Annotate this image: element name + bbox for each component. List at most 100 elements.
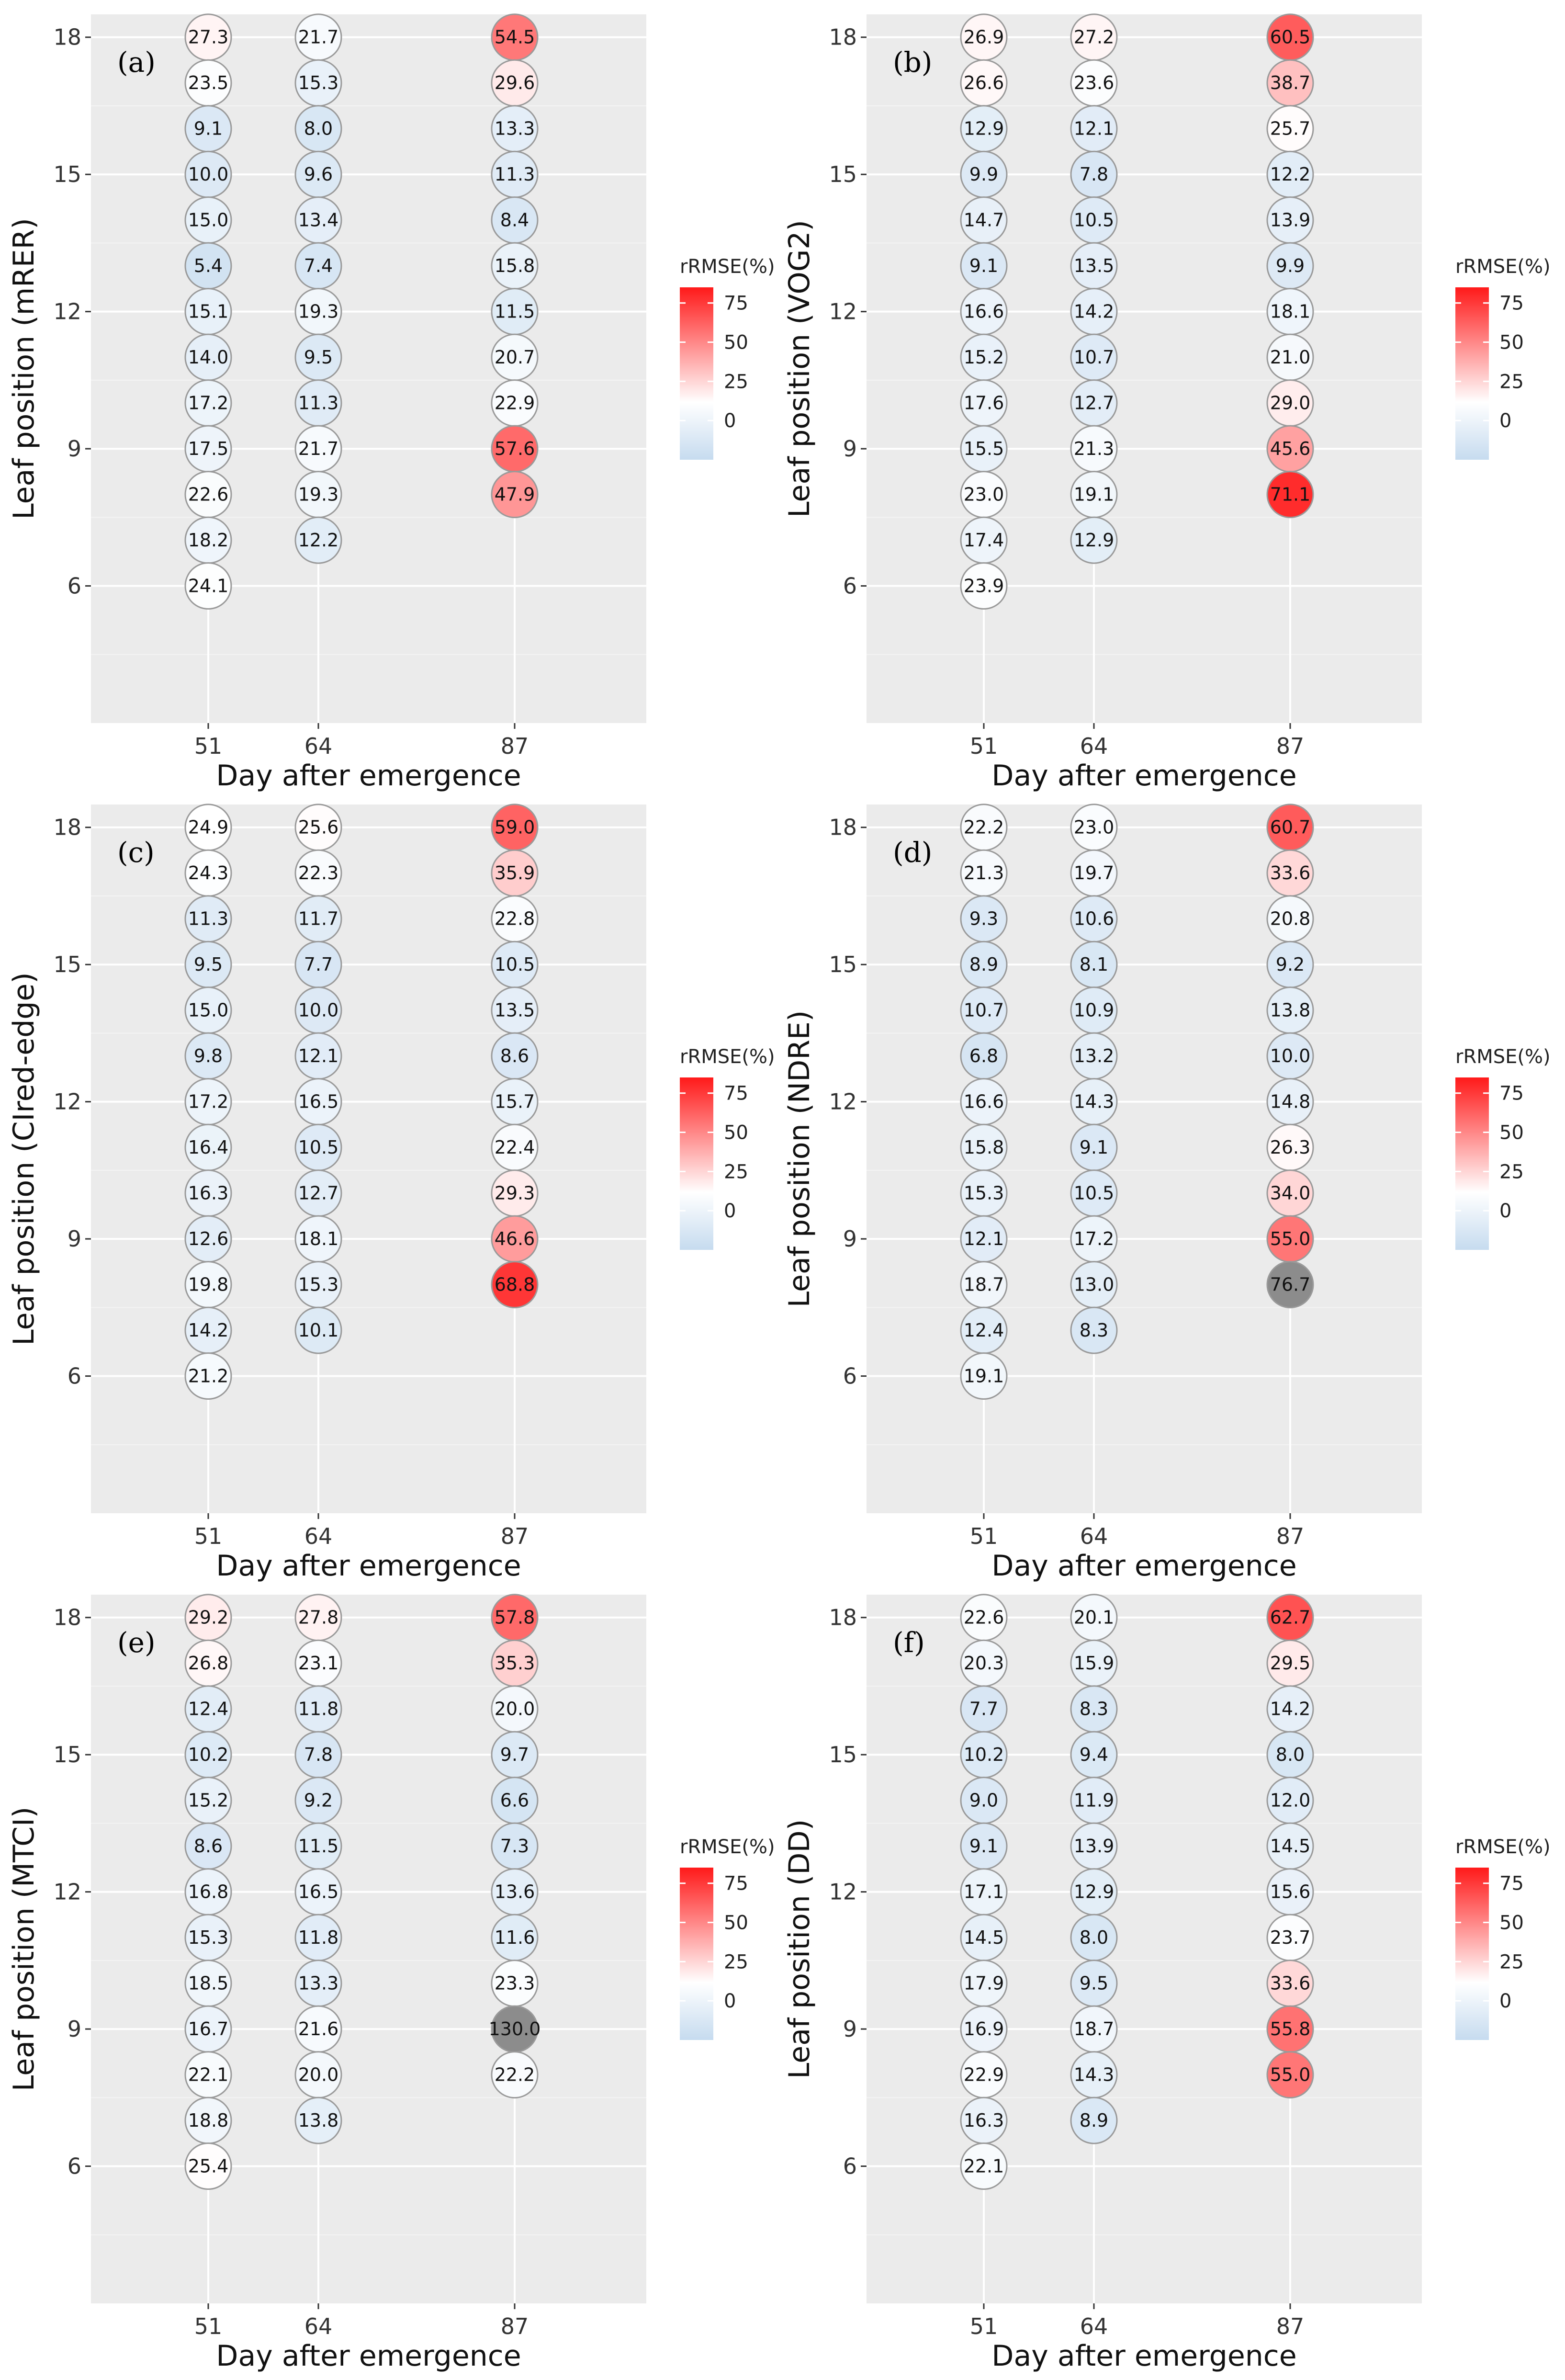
data-label: 12.2 [1270,164,1311,185]
legend-tick-label: 50 [1499,332,1524,354]
data-label: 9.1 [969,1836,998,1857]
data-label: 9.2 [304,1790,333,1811]
data-label: 22.8 [495,908,535,929]
data-bubble [491,2051,539,2099]
data-label: 19.3 [298,484,339,505]
data-label: 16.4 [188,1137,229,1158]
x-tick-label: 51 [194,1523,223,1549]
data-label: 9.6 [304,164,333,185]
legend-tick-label: 75 [724,1083,748,1105]
data-label: 12.1 [298,1045,339,1066]
data-label: 8.0 [1276,1744,1305,1765]
y-axis-title: Leaf position (NDRE) [783,1010,816,1307]
x-axis-title: Day after emergence [216,759,521,793]
x-tick-label: 64 [1080,1523,1108,1549]
data-label: 23.7 [1270,1927,1311,1948]
data-label: 14.2 [188,1320,229,1341]
legend-colorbar [680,1077,713,1250]
data-label: 8.3 [1080,1699,1108,1720]
data-label: 24.3 [188,862,229,884]
data-label: 11.9 [1074,1790,1115,1811]
data-label: 45.6 [1270,438,1311,459]
data-bubble [1266,471,1314,519]
panel-label: (b) [893,46,932,79]
data-label: 21.7 [298,438,339,459]
data-label: 16.3 [188,1183,229,1204]
data-label: 11.7 [298,908,339,929]
plot-area [867,805,1422,1513]
legend-title: rRMSE(%) [680,256,775,278]
data-label: 15.9 [1074,1653,1115,1674]
y-tick-label: 12 [829,299,857,325]
data-label: 59.0 [495,817,535,838]
data-label: 10.5 [298,1137,339,1158]
data-label: 6.6 [500,1790,529,1811]
legend-tick-label: 75 [724,293,748,315]
legend-tick-label: 50 [1499,1912,1524,1934]
data-label: 15.8 [495,255,535,276]
data-label: 14.3 [1074,2064,1115,2085]
data-label: 16.7 [188,2018,229,2040]
data-label: 19.1 [1074,484,1115,505]
data-label: 18.1 [1270,301,1311,322]
data-label: 21.7 [298,27,339,48]
data-bubble [491,471,539,519]
data-label: 8.4 [500,210,529,231]
data-label: 16.6 [964,1091,1004,1112]
data-label: 29.2 [188,1607,229,1628]
data-label: 29.5 [1270,1653,1311,1674]
data-label: 60.7 [1270,817,1311,838]
data-label: 11.3 [298,393,339,414]
data-label: 13.8 [298,2110,339,2131]
data-label: 12.4 [964,1320,1004,1341]
data-label: 14.7 [964,210,1004,231]
data-label: 16.6 [964,301,1004,322]
data-label: 17.9 [964,1973,1004,1994]
data-label: 20.0 [298,2064,339,2085]
plot-area [91,14,646,723]
data-label: 21.6 [298,2018,339,2040]
data-label: 15.2 [964,347,1004,368]
data-label: 7.4 [304,255,333,276]
legend-tick-label: 50 [724,332,748,354]
data-label: 23.6 [1074,72,1115,93]
data-label: 15.1 [188,301,229,322]
y-tick-label: 6 [68,2153,81,2179]
legend-tick-label: 0 [1499,410,1511,432]
y-axis-title: Leaf position (MTCI) [7,1807,41,2091]
data-label: 23.0 [1074,817,1115,838]
data-label: 19.3 [298,301,339,322]
data-label: 12.4 [188,1699,229,1720]
data-label: 15.6 [1270,1881,1311,1903]
data-label: 25.4 [188,2156,229,2177]
data-label: 13.3 [495,118,535,139]
y-tick-label: 6 [68,1363,81,1389]
x-axis-title: Day after emergence [991,2339,1296,2373]
legend-title: rRMSE(%) [1455,1836,1551,1858]
data-label: 13.9 [1074,1836,1115,1857]
data-label: 9.1 [194,118,223,139]
data-label: 76.7 [1270,1274,1311,1295]
data-label: 26.3 [1270,1137,1311,1158]
data-label: 18.8 [188,2110,229,2131]
y-tick-label: 18 [829,24,857,50]
x-tick-label: 87 [501,2313,529,2339]
data-label: 18.7 [1074,2018,1115,2040]
data-label: 24.9 [188,817,229,838]
x-tick-label: 51 [970,2313,998,2339]
y-axis-title: Leaf position (mRER) [7,218,41,520]
data-label: 13.3 [298,1973,339,1994]
data-label: 6.8 [969,1045,998,1066]
plot-area [91,1595,646,2303]
data-label: 27.2 [1074,27,1115,48]
data-label: 10.2 [964,1744,1004,1765]
data-label: 13.0 [1074,1274,1115,1295]
data-label: 55.8 [1270,2018,1311,2040]
data-label: 27.8 [298,1607,339,1628]
legend-colorbar [1455,287,1489,460]
panel-label: (e) [117,1626,156,1659]
data-label: 10.5 [1074,1183,1115,1204]
